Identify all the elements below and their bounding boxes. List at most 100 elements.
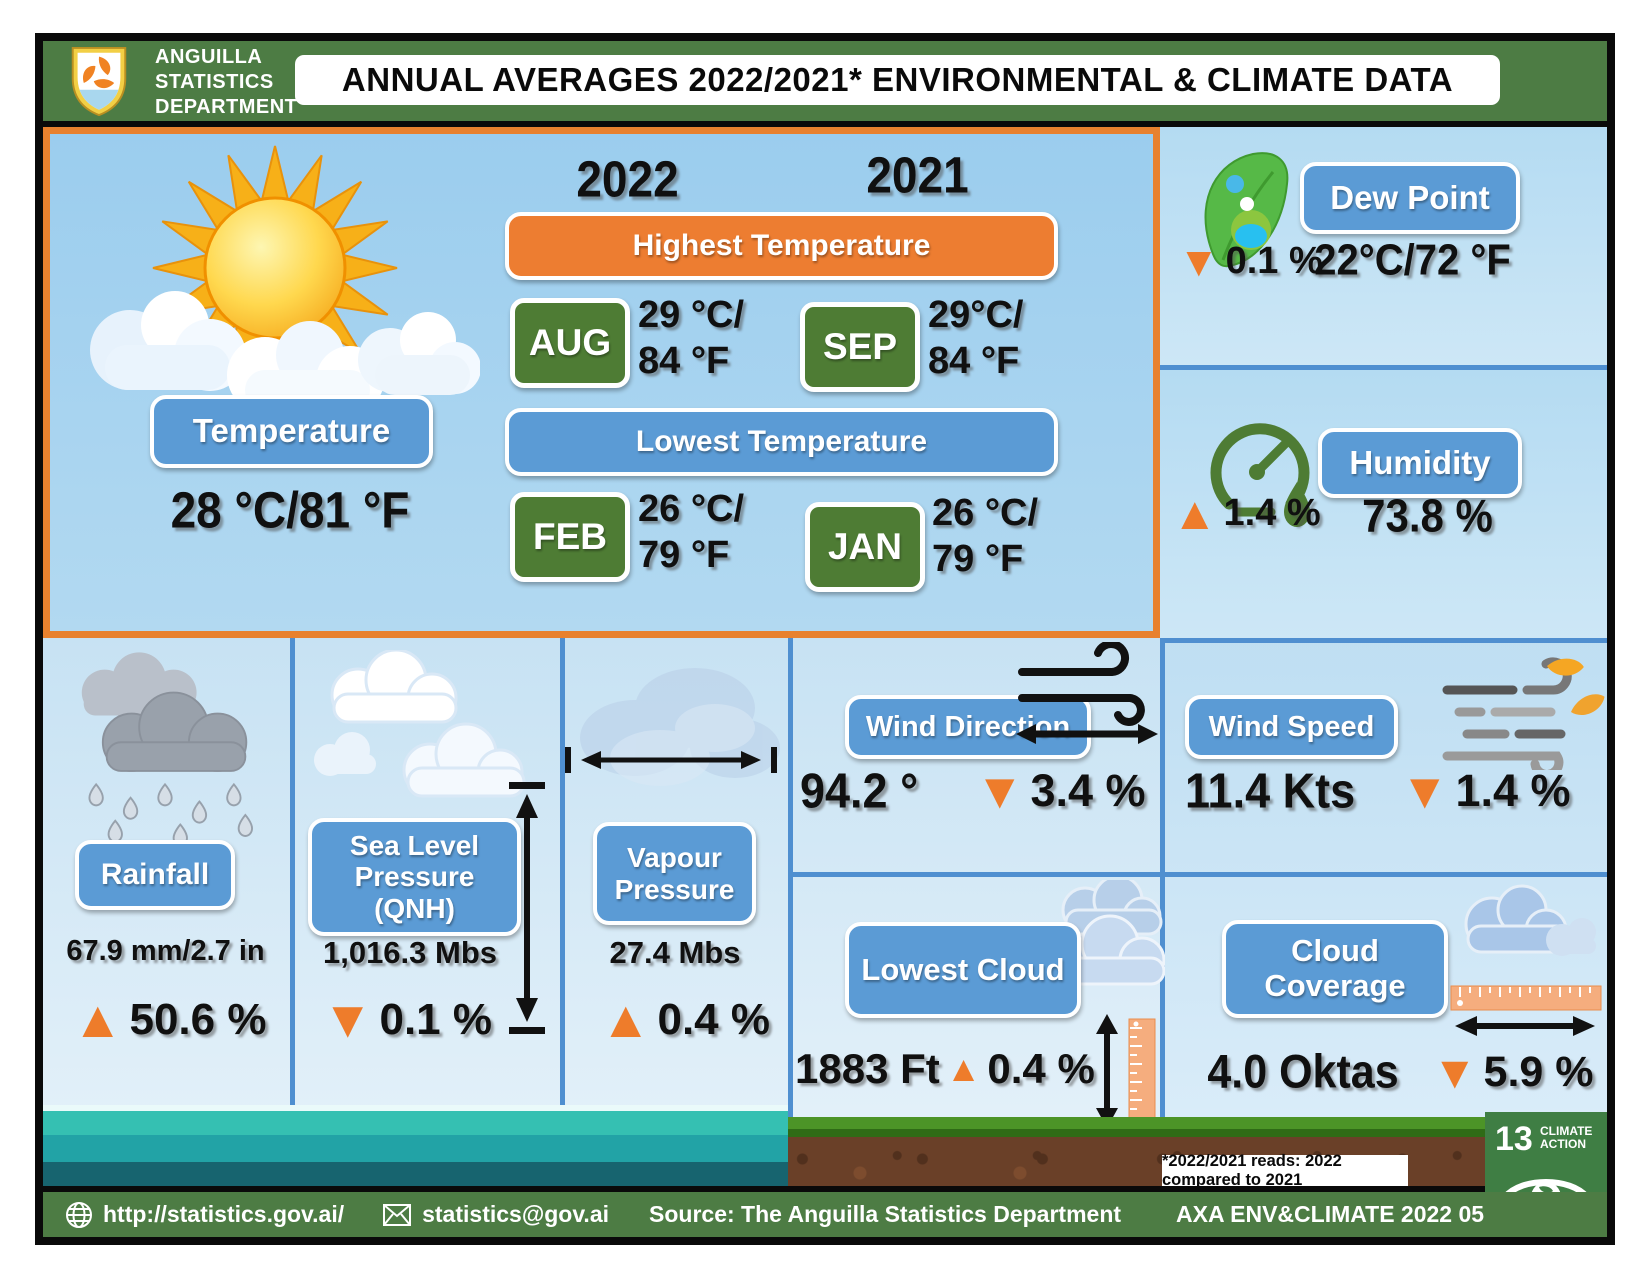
value-line: 29 °C/ xyxy=(638,294,745,336)
wind-direction-change-value: 3.4 % xyxy=(1030,765,1146,816)
vertical-ruler-icon xyxy=(1128,1018,1156,1120)
vapour-pressure-trend-arrow: ▲ xyxy=(600,990,652,1049)
dew-point-value: 22°C/72 °F xyxy=(1314,235,1511,285)
cloud-width-arrow xyxy=(1455,1016,1595,1036)
value-line: 79 °F xyxy=(932,538,1024,580)
email-link[interactable]: statistics@gov.ai xyxy=(422,1201,610,1227)
cloud-coverage-label: Cloud Coverage xyxy=(1222,920,1448,1018)
month-chip-feb: FEB xyxy=(510,492,630,582)
wind-direction-value: 94.2 ° xyxy=(800,762,919,819)
sdg-label-line: CLIMATE xyxy=(1540,1124,1593,1138)
dew-point-label: Dew Point xyxy=(1300,162,1520,234)
vertical-range-arrow xyxy=(509,782,545,1034)
lowest-cloud-change-value: 0.4 % xyxy=(987,1045,1095,1092)
vapour-pressure-change: ▲ 0.4 % xyxy=(600,990,770,1049)
wind-speed-change: ▼ 1.4 % xyxy=(1400,765,1571,817)
value-line: 29°C/ xyxy=(928,294,1024,336)
humidity-value: 73.8 % xyxy=(1362,489,1493,542)
vapour-pressure-label: Vapour Pressure xyxy=(593,822,756,925)
anguilla-coat-of-arms-logo xyxy=(71,46,127,117)
sea-level-pressure-trend-arrow: ▼ xyxy=(322,990,374,1049)
footer-source: Source: The Anguilla Statistics Departme… xyxy=(649,1201,1122,1227)
wind-cloud-row-divider xyxy=(788,872,1607,877)
sdg-label-line: ACTION xyxy=(1540,1137,1586,1151)
sun-disc xyxy=(203,196,347,340)
cloud-right xyxy=(358,312,480,395)
rainfall-change: ▲ 50.6 % xyxy=(72,990,267,1049)
divider-wind-columns xyxy=(1160,638,1165,1186)
website-link[interactable]: http://statistics.gov.ai/ xyxy=(103,1201,345,1227)
rainfall-value: 67.9 mm/2.7 in xyxy=(66,935,265,967)
value-line: 26 °C/ xyxy=(638,488,745,530)
sea-level-pressure-value: 1,016.3 Mbs xyxy=(322,935,498,970)
lowest-temperature-header: Lowest Temperature xyxy=(505,408,1058,476)
cloud-coverage-trend-arrow: ▼ xyxy=(1432,1045,1478,1098)
lowest-cloud-trend-arrow: ▲ xyxy=(945,1047,982,1089)
org-line-2: STATISTICS xyxy=(155,71,274,93)
cloud-coverage-value: 4.0 Oktas xyxy=(1207,1045,1399,1099)
humidity-windspeed-divider xyxy=(1160,638,1607,643)
month-chip-jan: JAN xyxy=(805,502,925,592)
lowest-cloud-value: 1883 Ft xyxy=(795,1045,940,1092)
divider-pressure-vapour xyxy=(560,638,565,1186)
year-2021-heading: 2021 xyxy=(866,146,969,204)
envelope-icon xyxy=(383,1203,412,1226)
highest-temperature-header: Highest Temperature xyxy=(505,212,1058,280)
dew-humidity-divider xyxy=(1160,365,1607,370)
month-chip-sep: SEP xyxy=(800,302,920,392)
dolphins-emblem xyxy=(83,56,115,89)
horizontal-ruler-icon xyxy=(1450,985,1602,1011)
humidity-change: ▲ 1.4 % xyxy=(1172,486,1321,539)
cloud-coverage-change: ▼ 5.9 % xyxy=(1432,1048,1594,1097)
rain-cloud-icon xyxy=(81,652,253,847)
org-line-1: ANGUILLA xyxy=(155,46,263,68)
cloud-coverage-change-value: 5.9 % xyxy=(1483,1048,1594,1096)
globe-icon xyxy=(66,1201,92,1228)
pressure-clouds-icon xyxy=(314,650,526,798)
rainfall-change-value: 50.6 % xyxy=(129,995,267,1044)
temperature-average-value: 28 °C/81 °F xyxy=(170,481,410,539)
humidity-label: Humidity xyxy=(1318,428,1522,498)
wind-direction-trend-arrow: ▼ xyxy=(975,762,1025,819)
org-name: ANGUILLA STATISTICS DEPARTMENT xyxy=(155,45,355,120)
vapour-mist-icon xyxy=(580,668,780,786)
humidity-trend-arrow: ▲ xyxy=(1172,486,1218,539)
dew-point-change: ▼ 0.1 % xyxy=(1178,240,1323,283)
highest-temp-2022-value: 29 °C/ 84 °F xyxy=(638,292,744,384)
value-line: 26 °C/ xyxy=(932,492,1039,534)
cloud-height-arrow xyxy=(1096,1014,1118,1128)
wind-speed-change-value: 1.4 % xyxy=(1455,765,1571,816)
cloud-left xyxy=(90,291,246,391)
org-line-3: DEPARTMENT xyxy=(155,96,298,118)
wind-direction-icon xyxy=(1016,642,1158,744)
wind-speed-label: Wind Speed xyxy=(1185,695,1398,759)
leaf-dew-icon xyxy=(1204,152,1289,268)
rainfall-label: Rainfall xyxy=(75,840,235,910)
wind-speed-trend-arrow: ▼ xyxy=(1400,762,1450,819)
vapour-pressure-change-value: 0.4 % xyxy=(657,995,770,1044)
wind-direction-change: ▼ 3.4 % xyxy=(975,765,1146,817)
sea-level-pressure-change-value: 0.1 % xyxy=(379,995,492,1044)
sea-illustration xyxy=(43,1105,788,1186)
humidity-change-value: 1.4 % xyxy=(1223,492,1321,534)
sea-level-pressure-change: ▼ 0.1 % xyxy=(322,990,492,1049)
dew-point-change-value: 0.1 % xyxy=(1225,240,1323,282)
value-line: 84 °F xyxy=(638,340,730,382)
sdg-label: CLIMATE ACTION xyxy=(1540,1125,1592,1151)
footnote: *2022/2021 reads: 2022 compared to 2021 xyxy=(1162,1152,1408,1189)
lowest-temp-2021-value: 26 °C/ 79 °F xyxy=(932,490,1038,582)
footer-bar: http://statistics.gov.ai/ statistics@gov… xyxy=(43,1192,1607,1237)
value-line: 84 °F xyxy=(928,340,1020,382)
wind-speed-value: 11.4 Kts xyxy=(1185,762,1356,819)
footer-website: http://statistics.gov.ai/ xyxy=(65,1201,344,1229)
rainfall-trend-arrow: ▲ xyxy=(72,990,124,1049)
page-title: ANNUAL AVERAGES 2022/2021* ENVIRONMENTAL… xyxy=(295,55,1500,105)
lowest-cloud-value-row: 1883 Ft ▲ 0.4 % xyxy=(795,1045,1095,1093)
sun-clouds-illustration xyxy=(90,145,480,410)
humidity-gauge-icon xyxy=(1210,423,1310,527)
footer-email: statistics@gov.ai xyxy=(382,1201,609,1228)
leaf xyxy=(1571,694,1605,715)
divider-rainfall-pressure xyxy=(290,638,295,1186)
wind-speed-icon xyxy=(1442,657,1605,770)
